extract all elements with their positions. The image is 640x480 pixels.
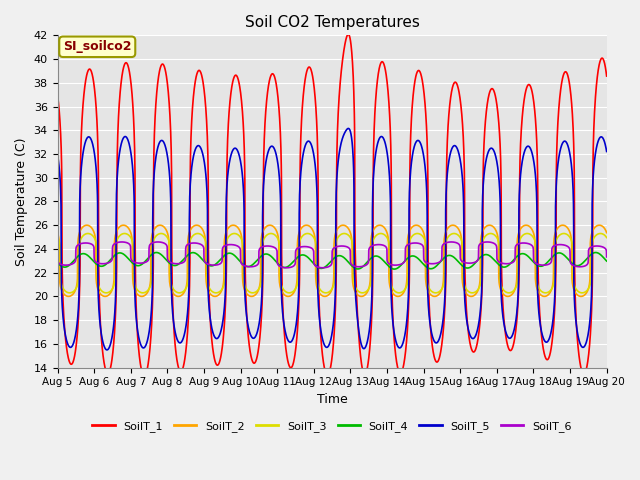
Line: SoilT_5: SoilT_5 [58,129,607,350]
SoilT_2 [65,294,72,300]
SoilT_5 [593,146,600,152]
SoilT_2 [288,292,296,298]
SoilT_6 [603,254,611,260]
SoilT_1 [533,147,541,153]
SoilT_4 [116,250,124,256]
SoilT_3 [533,278,541,284]
SoilT_1 [264,84,272,90]
SoilT_6 [319,265,326,271]
SoilT_4 [533,262,541,268]
Text: SI_soilco2: SI_soilco2 [63,40,131,53]
SoilT_1 [593,85,600,91]
SoilT_6 [447,239,455,245]
SoilT_2 [149,229,157,235]
SoilT_4 [152,250,160,255]
Line: SoilT_6: SoilT_6 [58,242,607,268]
Title: Soil CO2 Temperatures: Soil CO2 Temperatures [244,15,419,30]
SoilT_4 [149,251,157,257]
SoilT_5 [264,148,272,154]
SoilT_3 [603,235,611,240]
SoilT_1 [344,31,352,37]
SoilT_4 [390,266,398,272]
SoilT_2 [533,286,541,291]
SoilT_3 [592,232,600,238]
SoilT_5 [288,338,296,344]
SoilT_1 [116,89,124,95]
Y-axis label: Soil Temperature (C): Soil Temperature (C) [15,137,28,266]
Line: SoilT_3: SoilT_3 [58,233,607,293]
SoilT_4 [264,252,272,257]
SoilT_2 [592,224,600,229]
SoilT_5 [344,126,352,132]
SoilT_5 [54,152,61,158]
SoilT_2 [54,230,61,236]
SoilT_4 [54,260,61,266]
SoilT_2 [595,222,603,228]
SoilT_6 [533,261,541,267]
SoilT_6 [288,264,296,270]
SoilT_5 [603,149,611,155]
SoilT_3 [116,232,124,238]
SoilT_4 [593,250,600,255]
SoilT_5 [116,145,124,151]
SoilT_3 [149,240,157,245]
Line: SoilT_4: SoilT_4 [58,252,607,269]
SoilT_1 [603,73,611,79]
SoilT_1 [288,364,296,370]
SoilT_6 [54,252,61,258]
SoilT_1 [149,286,157,292]
SoilT_6 [149,240,157,246]
SoilT_1 [140,373,148,379]
SoilT_5 [149,200,157,205]
SoilT_4 [288,260,296,266]
SoilT_2 [603,230,611,236]
SoilT_6 [116,239,124,245]
SoilT_3 [264,231,272,237]
SoilT_3 [596,230,604,236]
SoilT_5 [533,220,541,226]
SoilT_6 [593,243,600,249]
SoilT_5 [103,347,111,353]
X-axis label: Time: Time [317,393,348,406]
SoilT_6 [264,243,272,249]
SoilT_3 [54,235,61,240]
SoilT_4 [603,258,611,264]
SoilT_3 [288,289,296,295]
SoilT_3 [66,290,74,296]
Line: SoilT_1: SoilT_1 [58,34,607,376]
Line: SoilT_2: SoilT_2 [58,225,607,297]
SoilT_1 [54,92,61,98]
SoilT_2 [264,223,272,228]
Legend: SoilT_1, SoilT_2, SoilT_3, SoilT_4, SoilT_5, SoilT_6: SoilT_1, SoilT_2, SoilT_3, SoilT_4, Soil… [88,416,576,436]
SoilT_2 [116,223,124,229]
